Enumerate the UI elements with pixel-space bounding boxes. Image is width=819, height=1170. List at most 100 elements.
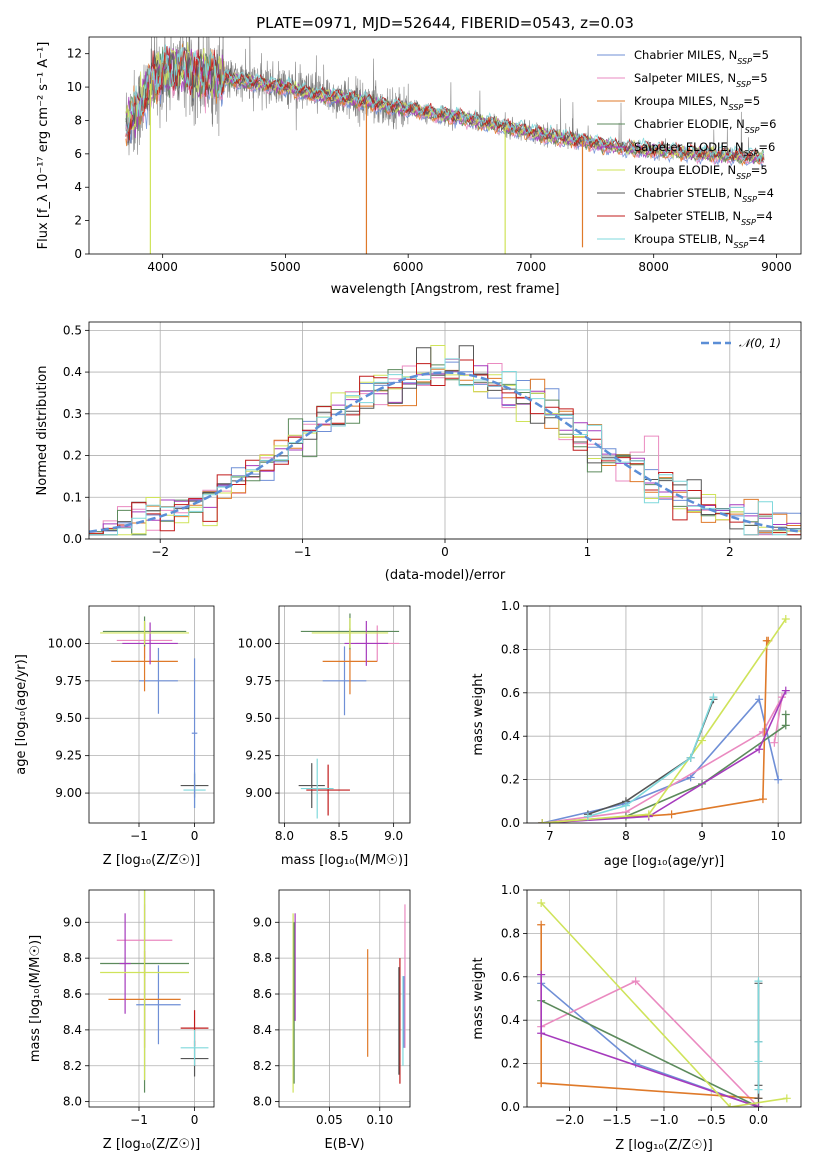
marker-kroupa-stelib [754, 1037, 763, 1046]
y-tick-label: 8.4 [253, 1023, 272, 1037]
y-tick-label: 0.2 [63, 449, 82, 463]
errorbar-salpeter-elodie [344, 620, 389, 666]
errorbars [100, 616, 209, 809]
marker-kroupa-miles [758, 795, 767, 804]
y-tick-label: 0 [74, 247, 82, 261]
errorbar-kroupa-elodie [100, 890, 189, 1081]
errorbar-salpeter-elodie [119, 913, 131, 1014]
age-weight-panel: 7 8 9 10 0.0 0.2 0.4 0.6 0.8 1.0 age [log₁₀(age/yr… [471, 599, 802, 869]
x-axis-label: mass [log₁₀(M/M☉)] [281, 853, 408, 868]
y-tick-label: 0.5 [63, 323, 82, 337]
y-tick-label: 0.6 [501, 970, 520, 984]
x-tick-label: 0.10 [366, 1113, 393, 1127]
histogram-kroupa-stelib [89, 358, 801, 536]
legend-label-chabrier-miles: Chabrier MILES, NSSP=5 [634, 48, 769, 66]
x-axis-label: wavelength [Angstrom, rest frame] [331, 282, 560, 297]
x-axis-label: Z [log₁₀(Z/Z☉)] [103, 853, 200, 868]
y-tick-label: 8.2 [253, 1059, 272, 1073]
errorbar-chabrier-miles [136, 965, 181, 1045]
y-tick-label: 8.4 [63, 1023, 82, 1037]
errorbars [100, 890, 209, 1093]
marker-kroupa-elodie [726, 1103, 735, 1107]
y-tick-label: 0.0 [501, 816, 520, 830]
y-tick-label: 1.0 [501, 599, 520, 613]
line-salpeter-elodie [542, 690, 787, 823]
y-tick-label: 8.0 [63, 1095, 82, 1109]
y-tick-label: 9.50 [55, 711, 82, 725]
x-tick-label: −1 [294, 545, 312, 559]
marker-kroupa-stelib [754, 1057, 763, 1066]
metallicity-age-panel: −1 0 9.00 9.25 9.50 9.75 10.00 Z [log₁₀(Z/Z☉)] a… [14, 605, 215, 868]
x-tick-label: 2 [726, 545, 734, 559]
y-tick-label: 10.00 [48, 636, 82, 650]
axes-frame [526, 889, 802, 1108]
marker-salpeter-miles [770, 738, 779, 747]
x-tick-label: −2.0 [555, 1113, 584, 1127]
marker-kroupa-stelib [709, 693, 718, 702]
y-tick-label: 0.0 [63, 532, 82, 546]
residuals-panel: −2 −1 0 1 2 0.0 0.1 0.2 0.3 0.4 0.5 (data-model)/er… [35, 321, 802, 583]
marker-chabrier-stelib [754, 1094, 763, 1103]
errorbars [298, 613, 400, 819]
legend-label-salpeter-stelib: Salpeter STELIB, NSSP=4 [634, 209, 773, 227]
marker-kroupa-elodie [698, 736, 707, 745]
legend-label-salpeter-miles: Salpeter MILES, NSSP=5 [634, 71, 768, 89]
legend-label-kroupa-elodie: Kroupa ELODIE, NSSP=5 [634, 163, 768, 181]
marker-kroupa-elodie [537, 899, 546, 908]
y-tick-label: 0.1 [63, 490, 82, 504]
marker-salpeter-elodie [781, 686, 790, 695]
x-tick-label: 0 [441, 545, 449, 559]
spectrum-panel: 4000 5000 6000 7000 8000 9000 0 2 4 6 8 10 12 wavelen… [36, 36, 802, 297]
marker-kroupa-elodie [782, 1094, 791, 1103]
y-tick-label: 9.25 [245, 749, 272, 763]
y-tick-label: 0.0 [501, 1100, 520, 1114]
y-tick-label: 8.0 [253, 1095, 272, 1109]
y-tick-label: 0.2 [501, 773, 520, 787]
extinction-mass-panel: 0.05 0.10 8.0 8.2 8.4 8.6 8.8 9.0 E(B-V) [253, 889, 411, 1152]
y-tick-label: 0.6 [501, 686, 520, 700]
y-axis-label: Flux [f_λ 10⁻¹⁷ erg cm⁻² s⁻¹ A⁻¹] [36, 42, 51, 250]
y-tick-label: 8.6 [63, 987, 82, 1001]
x-tick-label: −0.5 [697, 1113, 726, 1127]
marker-chabrier-miles [774, 775, 783, 784]
line-chabrier-elodie [540, 999, 759, 1107]
y-axis-label: Normed distribution [35, 366, 50, 496]
y-tick-label: 9.75 [55, 674, 82, 688]
marker-kroupa-stelib [686, 753, 695, 762]
legend-label-salpeter-elodie: Salpeter ELODIE, NSSP=6 [634, 140, 775, 158]
weight-lines [537, 899, 791, 1107]
marker-salpeter-elodie [537, 970, 546, 979]
y-axis-label: age [log₁₀(age/yr)] [14, 654, 29, 775]
legend-label-kroupa-stelib: Kroupa STELIB, NSSP=4 [634, 232, 765, 250]
marker-kroupa-elodie [538, 819, 547, 823]
x-tick-label: 1 [584, 545, 592, 559]
x-tick-label: 0 [191, 829, 199, 843]
y-tick-label: 8.8 [253, 951, 272, 965]
y-tick-label: 9.0 [63, 915, 82, 929]
y-tick-label: 8.2 [63, 1059, 82, 1073]
axes-frame [526, 605, 802, 824]
spectrum-legend: Chabrier MILES, NSSP=5 Salpeter MILES, NS… [597, 48, 776, 250]
marker-kroupa-stelib [754, 1085, 763, 1094]
errorbar-kroupa-elodie [100, 620, 189, 645]
x-axis-label: (data-model)/error [385, 568, 506, 583]
y-tick-label: 8 [74, 113, 82, 127]
errorbar-chabrier-stelib [298, 763, 325, 809]
marker-chabrier-elodie [781, 710, 790, 719]
y-tick-label: 0.8 [501, 642, 520, 656]
marker-salpeter-elodie [537, 1029, 546, 1038]
normal-curve [89, 371, 801, 533]
y-tick-label: 0.4 [501, 1013, 520, 1027]
errorbar-salpeter-elodie [122, 622, 178, 665]
y-tick-label: 9.00 [245, 786, 272, 800]
y-axis-label: mass weight [471, 957, 486, 1039]
model-kroupa-stelib [125, 44, 765, 162]
mass-age-panel: 8.0 8.5 9.0 9.00 9.25 9.50 9.75 10.00 mass [log₁… [238, 605, 411, 868]
y-tick-label: 0.8 [501, 926, 520, 940]
x-tick-label: 7 [546, 829, 554, 843]
y-tick-label: 12 [67, 47, 82, 61]
weight-lines [538, 615, 790, 823]
legend-label-chabrier-stelib: Chabrier STELIB, NSSP=4 [634, 186, 774, 204]
